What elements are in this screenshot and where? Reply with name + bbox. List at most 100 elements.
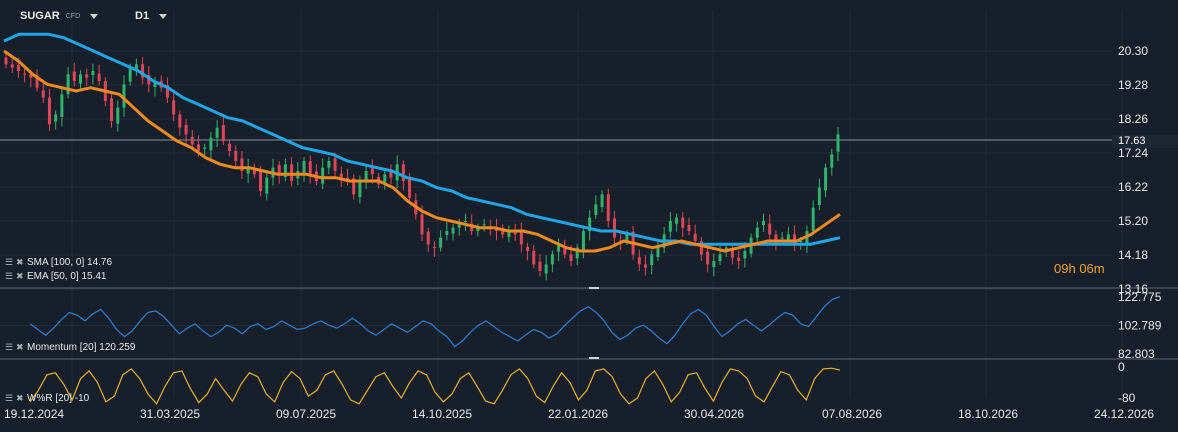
settings-icon[interactable]: ☰	[5, 393, 14, 403]
candle-body	[768, 223, 772, 235]
candle-body	[339, 173, 343, 178]
candle-body	[730, 250, 734, 258]
candle-body	[637, 257, 641, 265]
settings-icon[interactable]: ☰	[5, 342, 14, 352]
x-axis-ticks: 19.12.2024 31.03.2025 09.07.2025 14.10.2025…	[4, 407, 1154, 421]
settings-icon[interactable]: ☰	[5, 271, 14, 281]
symbol-selector[interactable]: SUGAR CFD	[20, 10, 99, 22]
candle-body	[432, 247, 436, 248]
candle-body	[581, 231, 585, 251]
close-icon[interactable]: ✖	[16, 393, 24, 403]
candle-body	[594, 204, 598, 215]
legend-ema: ☰ ✖ EMA [50, 0] 15.41	[5, 271, 107, 282]
candle-body	[476, 227, 480, 231]
chevron-down-icon	[159, 13, 168, 19]
symbol-name: SUGAR	[20, 10, 60, 22]
candle-body	[35, 75, 39, 88]
candle-body	[675, 217, 679, 224]
candle-body	[91, 71, 95, 75]
candle-body	[612, 218, 616, 238]
candle-body	[116, 107, 120, 124]
x-tick-label: 07.08.2026	[822, 407, 882, 421]
x-tick-label: 31.03.2025	[140, 407, 200, 421]
candle-body	[451, 227, 455, 234]
candles	[4, 53, 840, 281]
candle-body	[265, 177, 269, 194]
countdown-h-unit: h	[1068, 261, 1076, 276]
candle-body	[47, 97, 51, 125]
candle-body	[718, 254, 722, 261]
y-tick-label: 16.22	[1118, 180, 1148, 194]
timeframe-selector[interactable]: D1	[135, 10, 168, 22]
candle-body	[302, 161, 306, 174]
candle-body	[824, 167, 828, 191]
symbol-type: CFD	[65, 12, 81, 20]
settings-icon[interactable]: ☰	[5, 257, 14, 267]
candle-body	[358, 181, 362, 197]
x-tick-label: 09.07.2025	[276, 407, 336, 421]
wpr-tick-label: -80	[1118, 391, 1136, 405]
countdown-minutes: 06	[1079, 261, 1094, 276]
candle-body	[215, 127, 219, 138]
candle-body	[426, 231, 430, 245]
close-icon[interactable]: ✖	[16, 342, 24, 352]
close-icon[interactable]: ✖	[16, 257, 24, 267]
candle-body	[370, 168, 374, 175]
candle-body	[290, 164, 294, 181]
candle-body	[283, 164, 287, 177]
y-tick-label: 19.28	[1118, 78, 1148, 92]
candle-body	[656, 247, 660, 257]
candle-body	[85, 74, 89, 78]
y-axis-ticks: 20.30 19.28 18.26 17.24 16.22 15.20 14.18 13.16…	[1118, 44, 1162, 405]
candle-body	[165, 85, 169, 98]
candle-body	[141, 64, 145, 78]
momentum-tick-label: 102.789	[1118, 319, 1162, 333]
last-price-tag: 17.63	[1112, 135, 1178, 148]
last-price-value: 17.63	[1118, 135, 1146, 147]
candle-body	[308, 161, 312, 175]
candle-body	[625, 234, 629, 241]
candle-body	[482, 224, 486, 226]
candle-body	[606, 194, 610, 221]
candle-body	[693, 233, 697, 241]
candle-body	[246, 167, 250, 174]
candle-body	[178, 114, 182, 128]
candle-body	[364, 171, 368, 181]
candle-body	[66, 74, 70, 95]
candle-body	[544, 264, 548, 274]
candle-body	[706, 251, 710, 265]
x-tick-label: 24.12.2026	[1094, 407, 1154, 421]
candle-body	[575, 247, 579, 259]
candle-body	[755, 227, 759, 238]
candle-body	[240, 158, 244, 171]
candle-body	[799, 241, 803, 242]
pane-resize-handle[interactable]	[589, 287, 599, 289]
candle-body	[786, 234, 790, 241]
candle-body	[54, 114, 58, 122]
y-tick-label: 14.18	[1118, 248, 1148, 262]
candle-body	[190, 137, 194, 145]
candle-body	[600, 194, 604, 207]
momentum-line	[29, 296, 841, 348]
x-tick-label: 22.01.2026	[548, 407, 608, 421]
candle-body	[383, 174, 387, 185]
candle-body	[526, 247, 530, 251]
pane-resize-handle[interactable]	[589, 357, 599, 359]
candle-body	[817, 187, 821, 205]
countdown-m-unit: m	[1093, 261, 1105, 276]
legend-wpr: ☰ ✖ W%R [20] -10	[5, 393, 89, 404]
candle-body	[41, 90, 45, 98]
legend-sma-label: SMA [100, 0] 14.76	[27, 257, 113, 268]
candle-body	[644, 264, 648, 268]
candle-body	[333, 158, 337, 171]
candle-body	[513, 231, 517, 235]
candle-body	[228, 143, 232, 151]
candle-body	[420, 214, 424, 235]
candle-body	[761, 221, 765, 225]
candle-body	[122, 84, 126, 108]
wpr-line	[29, 367, 841, 405]
close-icon[interactable]: ✖	[16, 271, 24, 281]
countdown-hours: 09	[1054, 261, 1069, 276]
